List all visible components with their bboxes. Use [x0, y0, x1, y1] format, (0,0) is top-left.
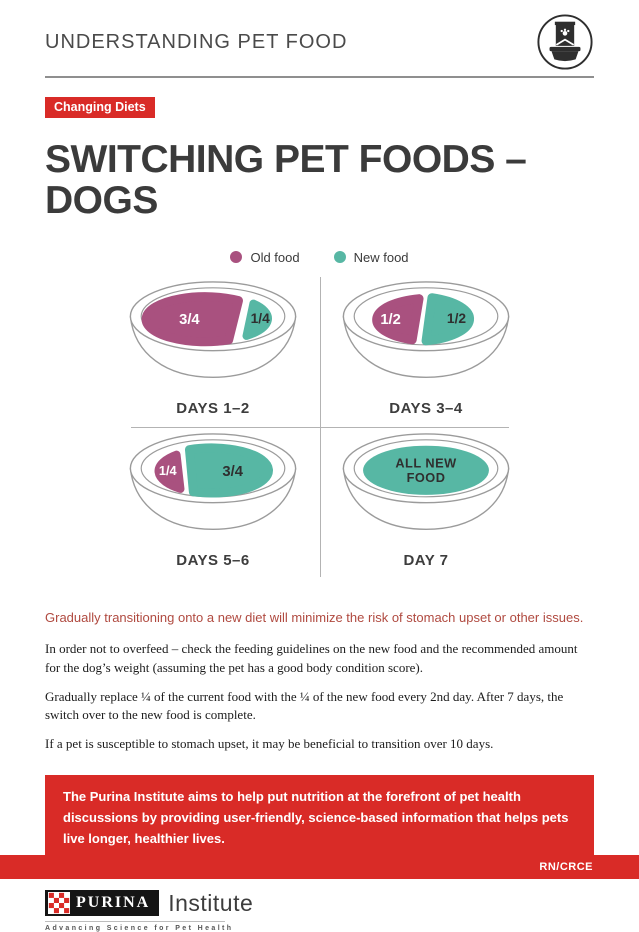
header-title: UNDERSTANDING PET FOOD	[45, 30, 348, 53]
document-code: RN/CRCE	[539, 861, 593, 873]
legend: Old food New food	[45, 250, 594, 265]
transition-diagram: 3/4 1/4 DAYS 1–2 1/2 1/2 DAYS 3–4	[107, 275, 533, 579]
old-portion-label: 1/4	[159, 463, 178, 478]
legend-new-label: New food	[353, 249, 409, 265]
new-food-swatch-icon	[333, 251, 346, 264]
new-portion-label: 1/4	[251, 311, 270, 326]
bowl-graphic-days-3-4: 1/2 1/2	[342, 281, 510, 378]
bowl-caption: DAYS 5–6	[176, 551, 250, 569]
pet-food-bag-and-bowl-icon	[536, 13, 594, 71]
purina-logo-box: PURINA	[45, 890, 160, 917]
all-new-food-label-line2: FOOD	[407, 470, 446, 485]
section-badge: Changing Diets	[45, 97, 155, 118]
bowl-days-1-2: 3/4 1/4 DAYS 1–2	[107, 275, 320, 427]
body-copy: In order not to overfeed – check the fee…	[45, 640, 594, 753]
purina-checkerboard-icon	[48, 892, 70, 915]
lead-text: Gradually transitioning onto a new diet …	[45, 609, 584, 625]
bowl-graphic-days-1-2: 3/4 1/4	[129, 281, 297, 378]
paragraph-replace-quarter: Gradually replace ¼ of the current food …	[45, 688, 564, 722]
all-new-food-label-line1: ALL NEW	[395, 455, 457, 470]
bowl-days-3-4: 1/2 1/2 DAYS 3–4	[320, 275, 533, 427]
bowl-caption: DAYS 3–4	[389, 399, 463, 417]
bottom-band: RN/CRCE	[0, 855, 639, 879]
legend-old-label: Old food	[250, 249, 300, 265]
old-portion-label: 3/4	[179, 312, 200, 328]
paragraph-overfeed: In order not to overfeed – check the fee…	[45, 641, 578, 675]
diagram-horizontal-divider	[130, 426, 509, 428]
footer: PURINA Institute Advancing Science for P…	[45, 890, 594, 932]
paragraph-stomach-upset: If a pet is susceptible to stomach upset…	[45, 736, 494, 752]
header-divider	[45, 76, 594, 78]
purina-institute-callout: The Purina Institute aims to help put nu…	[45, 775, 594, 862]
legend-item-old-food: Old food	[230, 249, 300, 265]
new-portion-label: 1/2	[447, 311, 466, 326]
new-portion-label: 3/4	[222, 464, 243, 480]
page-title: SWITCHING PET FOODS – DOGS	[45, 138, 527, 222]
bowl-caption: DAY 7	[403, 551, 449, 569]
old-food-swatch-icon	[230, 251, 243, 264]
logo-divider	[45, 920, 225, 922]
bowl-caption: DAYS 1–2	[176, 399, 250, 417]
bowl-graphic-day-7: ALL NEW FOOD	[342, 433, 510, 530]
footer-tagline: Advancing Science for Pet Health	[45, 924, 234, 932]
old-portion-label: 1/2	[380, 312, 401, 328]
purina-institute-logo: PURINA Institute	[45, 890, 594, 917]
legend-item-new-food: New food	[333, 249, 409, 265]
bowl-days-5-6: 1/4 3/4 DAYS 5–6	[107, 427, 320, 579]
purina-wordmark: PURINA	[76, 894, 151, 912]
bowl-graphic-days-5-6: 1/4 3/4	[129, 433, 297, 530]
header: UNDERSTANDING PET FOOD	[45, 0, 594, 70]
institute-wordmark: Institute	[168, 889, 254, 916]
bowl-day-7: ALL NEW FOOD DAY 7	[320, 427, 533, 579]
